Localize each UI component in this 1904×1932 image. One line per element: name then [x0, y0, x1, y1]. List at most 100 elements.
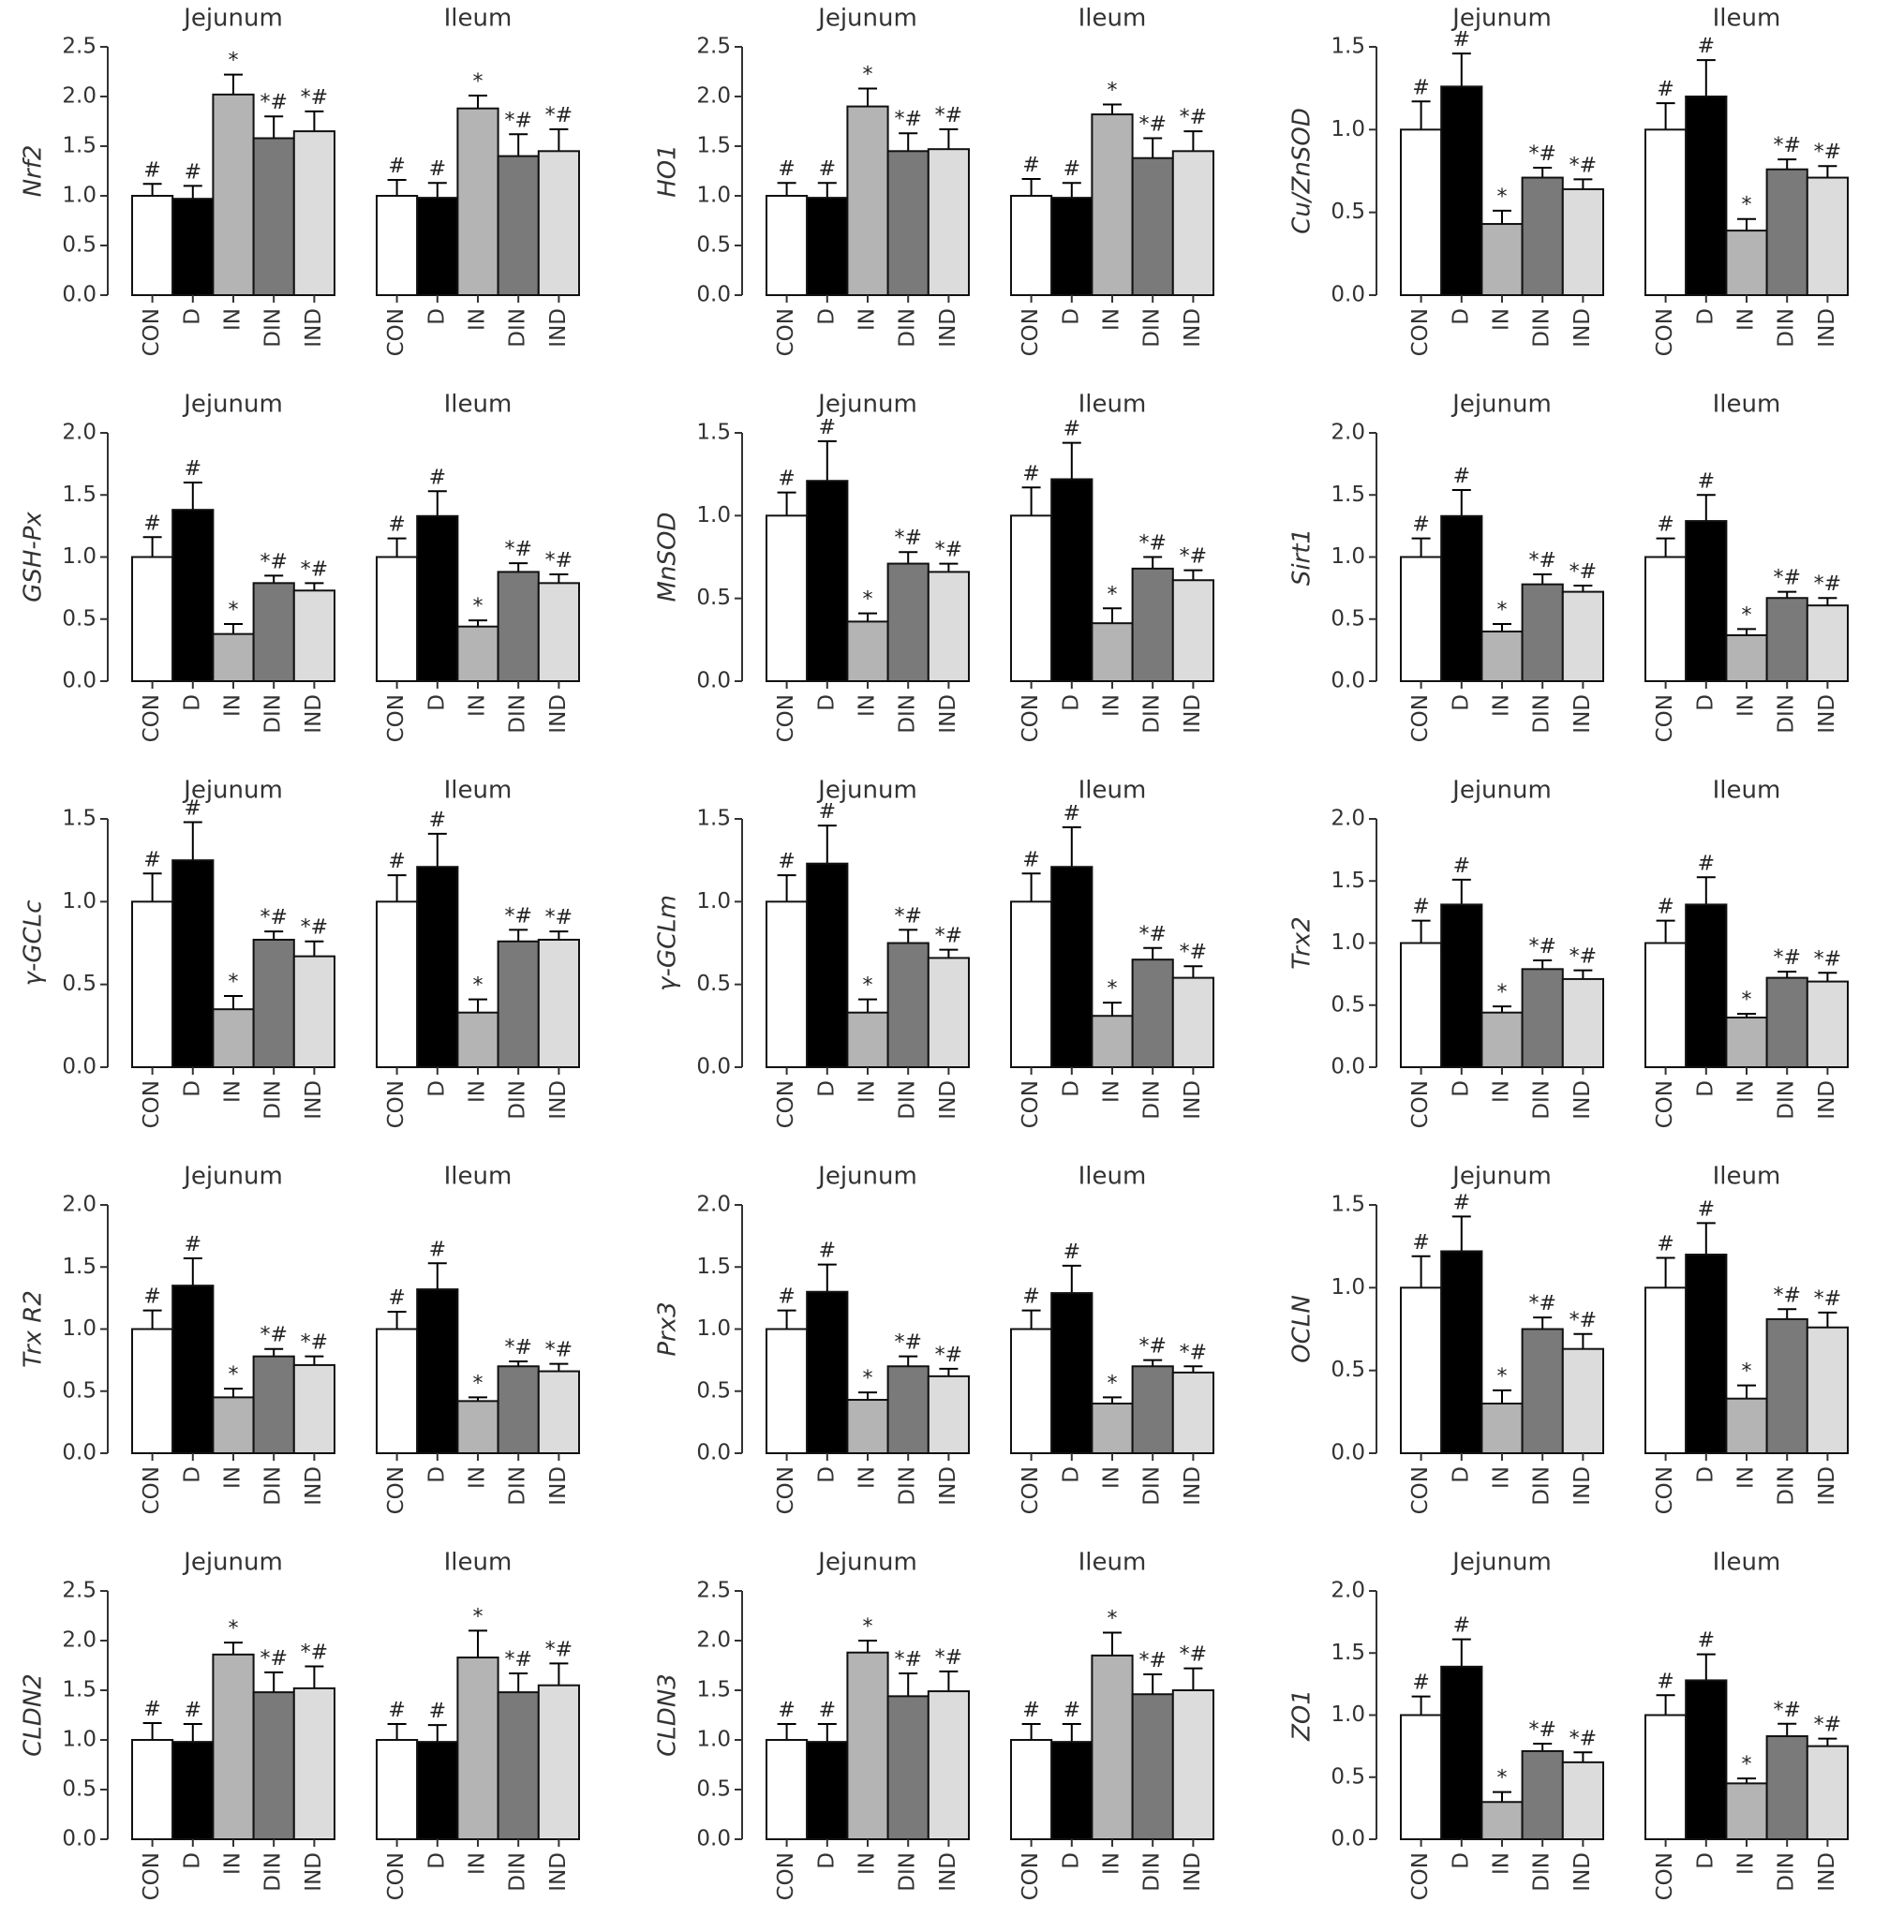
bar [1521, 583, 1564, 682]
bar [497, 155, 540, 296]
bar [1440, 903, 1483, 1068]
y-tick-label: 0.5 [696, 972, 731, 996]
significance-label: *# [1814, 1287, 1841, 1311]
significance-label: *# [301, 1642, 328, 1665]
x-tick-label: DIN [1140, 1466, 1165, 1506]
significance-label: # [778, 1286, 795, 1309]
y-axis-label: CLDN3 [654, 1673, 682, 1757]
bar [416, 1288, 459, 1454]
x-tick-label: DIN [1775, 694, 1799, 734]
significance-label: # [1657, 78, 1673, 101]
bar [1440, 1250, 1483, 1455]
significance-label: *# [545, 104, 573, 127]
bar [416, 1741, 459, 1840]
x-tick-label: DIN [1140, 1852, 1165, 1892]
significance-label: *# [301, 86, 328, 110]
x-tick-label: IND [546, 1466, 571, 1506]
bar [1644, 556, 1688, 682]
x-tick-label: IND [936, 694, 960, 734]
significance-label: # [185, 160, 201, 184]
group-label: Ileum [1078, 777, 1147, 805]
y-axis-label: Sirt1 [1288, 528, 1316, 586]
significance-label: *# [504, 538, 531, 561]
bar [927, 1690, 970, 1840]
bar [1765, 1317, 1808, 1454]
bar [376, 900, 419, 1068]
x-tick-label: IND [936, 1080, 960, 1120]
significance-label: # [819, 1699, 836, 1722]
y-tick-label: 1.0 [1331, 117, 1365, 141]
x-tick-label: D [180, 308, 204, 325]
bar [416, 197, 459, 296]
significance-label: *# [894, 1331, 921, 1355]
significance-label: *# [1528, 935, 1555, 959]
x-tick-label: DIN [506, 1852, 530, 1892]
significance-label: *# [545, 1339, 573, 1362]
bar [1765, 976, 1808, 1069]
x-tick-label: D [1059, 694, 1083, 711]
bar [766, 900, 809, 1068]
y-axis-label: ZO1 [1288, 1689, 1316, 1742]
y-tick-label: 0.0 [62, 1827, 97, 1851]
x-tick-label: IN [466, 694, 490, 717]
x-tick-label: D [1693, 1080, 1718, 1097]
y-tick-label: 0.0 [62, 1055, 97, 1079]
bar [1010, 1739, 1053, 1840]
significance-label: *# [301, 916, 328, 940]
x-tick-label: DIN [1530, 308, 1554, 348]
group-label: Ileum [444, 777, 513, 805]
y-axis-label: Prx3 [654, 1301, 682, 1356]
bar [806, 480, 849, 682]
significance-label: # [1022, 1286, 1039, 1309]
significance-label: *# [935, 539, 962, 562]
x-tick-label: D [1449, 1466, 1473, 1483]
bar [1806, 1326, 1849, 1454]
bar [212, 93, 255, 296]
significance-label: * [1497, 1767, 1508, 1791]
significance-label: # [185, 1233, 201, 1256]
x-tick-label: IN [221, 694, 245, 717]
significance-label: *# [1814, 1714, 1841, 1737]
significance-label: # [778, 850, 795, 873]
y-tick-label: 0.0 [62, 1441, 97, 1465]
bar [1131, 959, 1174, 1069]
significance-label: * [1108, 1608, 1118, 1631]
significance-label: # [1412, 896, 1429, 919]
bar [1050, 866, 1093, 1068]
x-tick-label: CON [1408, 1080, 1433, 1128]
significance-label: *# [894, 1648, 921, 1672]
x-tick-label: D [814, 308, 839, 325]
x-tick-label: D [424, 694, 449, 711]
bar [846, 620, 889, 682]
panel: ZO10.00.51.01.52.0Jejunum#CON#D*IN*#DIN*… [1288, 1549, 1849, 1900]
significance-label: *# [935, 925, 962, 948]
significance-label: * [863, 974, 873, 998]
x-tick-label: IND [936, 308, 960, 348]
bar [171, 198, 215, 296]
significance-label: # [1412, 1672, 1429, 1695]
bar [171, 1285, 215, 1454]
y-tick-label: 2.0 [62, 421, 97, 445]
y-tick-label: 1.5 [62, 134, 97, 158]
y-tick-label: 2.5 [696, 1579, 731, 1603]
y-tick-label: 0.5 [1331, 606, 1365, 631]
x-tick-label: IND [1815, 1080, 1839, 1120]
bar [1561, 187, 1604, 296]
bar [292, 130, 335, 296]
bar [212, 1008, 255, 1069]
significance-label: * [229, 599, 239, 622]
y-tick-label: 0.5 [1331, 992, 1365, 1017]
significance-label: # [1453, 855, 1470, 878]
significance-label: * [1742, 988, 1752, 1012]
group-label: Ileum [1713, 1163, 1781, 1191]
x-tick-label: IN [855, 694, 880, 717]
x-tick-label: CON [384, 308, 409, 356]
bar [1480, 1011, 1524, 1069]
bar [886, 1695, 930, 1840]
group-label: Ileum [444, 1549, 513, 1577]
panel: Trx R20.00.51.01.52.0Jejunum#CON#D*IN*#D… [20, 1163, 580, 1514]
x-tick-label: IND [302, 694, 326, 734]
group-label: Ileum [1713, 1549, 1781, 1577]
bar [927, 957, 970, 1068]
y-axis-label: HO1 [654, 144, 682, 198]
